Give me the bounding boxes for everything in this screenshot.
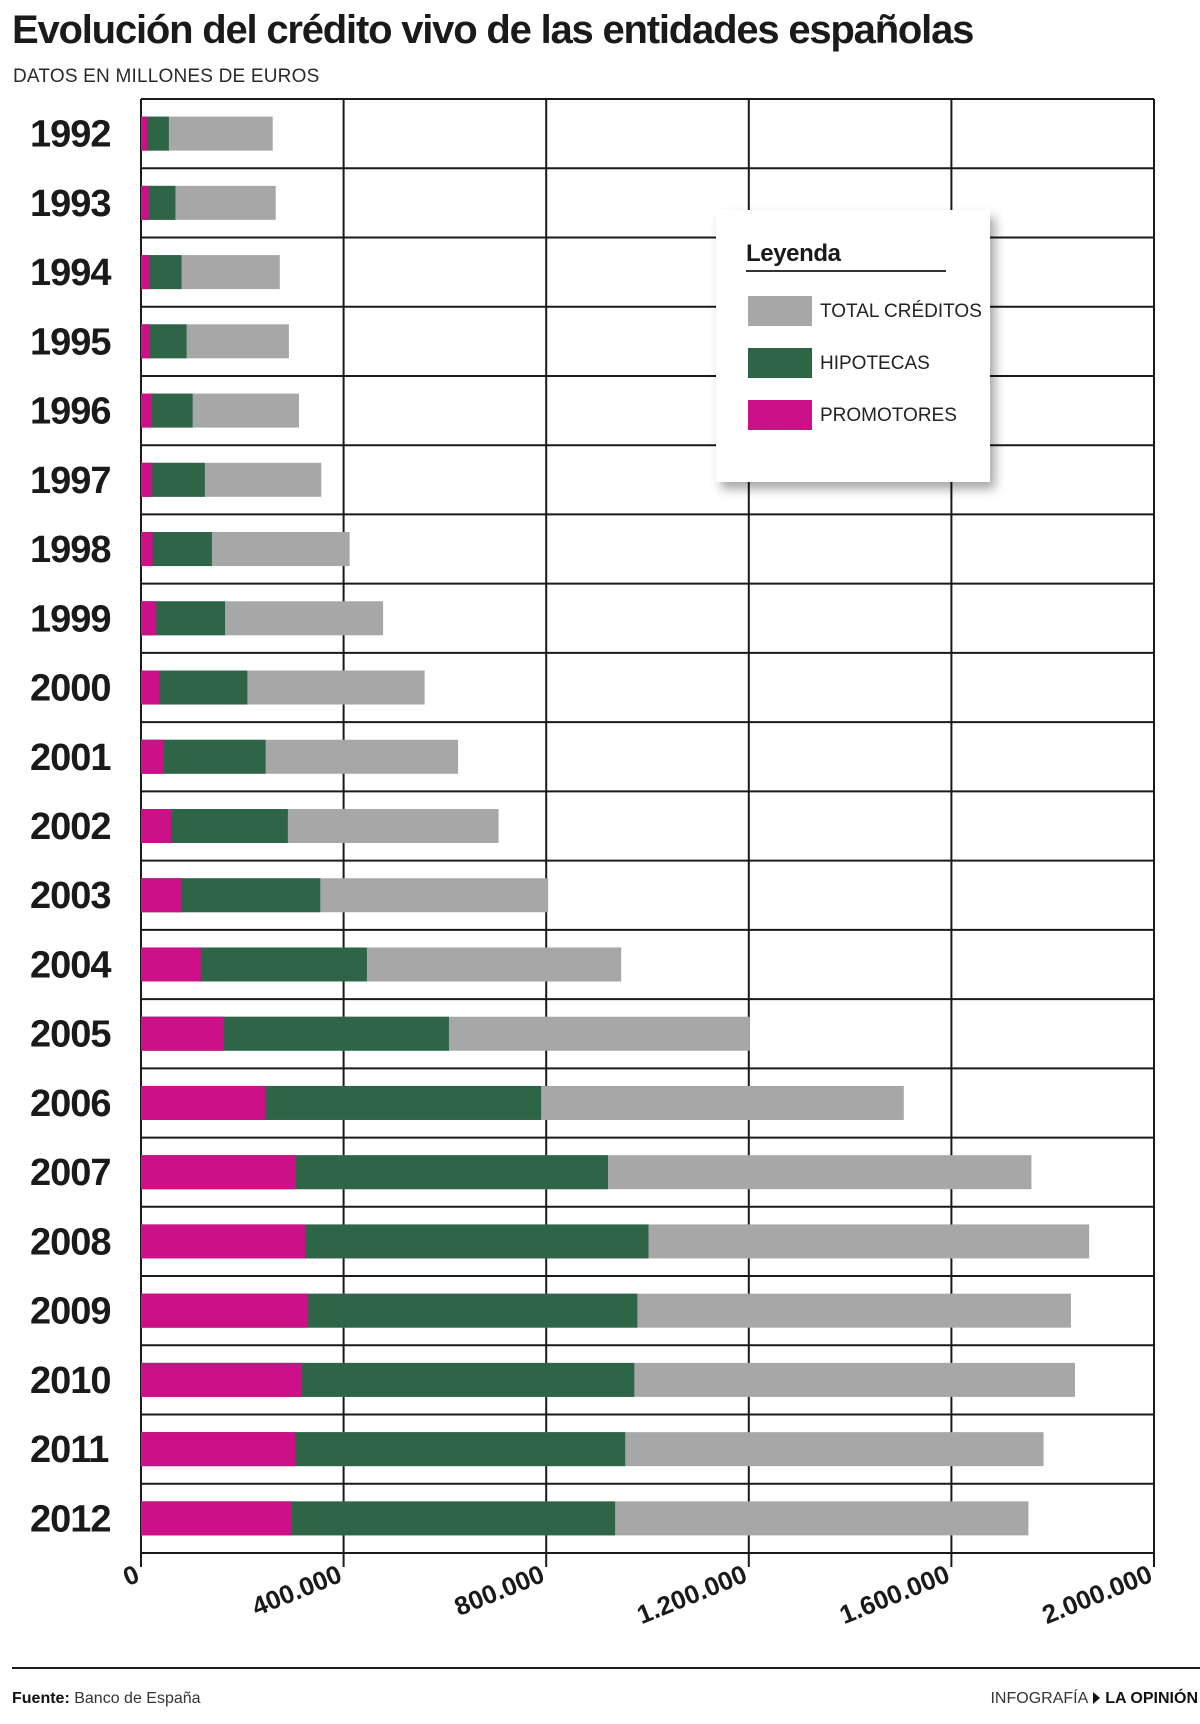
legend-box: Leyenda TOTAL CRÉDITOS HIPOTECAS PROMOTO… <box>716 210 990 482</box>
bar-promotores-1995 <box>141 324 151 359</box>
legend-label-total: TOTAL CRÉDITOS <box>820 301 982 322</box>
year-label-1994: 1994 <box>30 252 111 294</box>
year-label-1999: 1999 <box>30 598 111 640</box>
year-label-1998: 1998 <box>30 529 111 571</box>
x-tick-labels: 0 400.000 800.000 1.200.000 1.600.000 2.000.0… <box>119 1559 1157 1630</box>
chart-title: Evolución del crédito vivo de las entida… <box>12 8 974 52</box>
year-label-2006: 2006 <box>30 1083 111 1125</box>
x-tick-label-3: 1.200.000 <box>633 1559 751 1630</box>
year-label-2001: 2001 <box>30 737 111 779</box>
bar-promotores-2012 <box>141 1501 292 1536</box>
x-tick-label-5: 2.000.000 <box>1038 1559 1156 1630</box>
year-label-2008: 2008 <box>30 1221 111 1263</box>
bar-promotores-1998 <box>141 532 153 567</box>
bar-promotores-2001 <box>141 739 164 774</box>
year-label-2005: 2005 <box>30 1014 111 1056</box>
bar-promotores-2006 <box>141 1085 266 1120</box>
bar-promotores-2009 <box>141 1293 309 1328</box>
year-label-1996: 1996 <box>30 391 111 433</box>
legend-swatch-hipotecas <box>748 348 812 378</box>
bar-promotores-2011 <box>141 1432 295 1467</box>
legend-label-hipotecas: HIPOTECAS <box>820 353 930 374</box>
year-label-2004: 2004 <box>30 944 111 986</box>
year-labels: 1992 1993 1994 1995 1996 1997 1998 1999 2000 2001… <box>30 114 112 1541</box>
credit-brand: LA OPINIÓN <box>1105 1690 1198 1707</box>
year-label-2003: 2003 <box>30 875 111 917</box>
year-label-2007: 2007 <box>30 1152 111 1194</box>
year-label-2002: 2002 <box>30 806 111 848</box>
x-tick-label-4: 1.600.000 <box>835 1559 953 1630</box>
source-value: Banco de España <box>74 1690 201 1707</box>
bar-promotores-1997 <box>141 462 153 497</box>
credit-label: INFOGRAFÍA <box>990 1690 1089 1707</box>
bar-promotores-2002 <box>141 809 172 843</box>
bar-promotores-2010 <box>141 1362 303 1397</box>
x-tick-label-0: 0 <box>119 1559 144 1592</box>
legend-swatch-promotores <box>748 400 812 430</box>
chart-subtitle: DATOS EN MILLONES DE EUROS <box>13 66 320 87</box>
bar-hipotecas-1998 <box>141 532 212 567</box>
bar-promotores-1994 <box>141 255 150 290</box>
bar-promotores-1996 <box>141 393 152 428</box>
bar-promotores-2005 <box>141 1016 224 1051</box>
legend-swatch-total <box>748 296 812 326</box>
arrow-right-icon <box>1093 1692 1101 1704</box>
year-label-1995: 1995 <box>30 321 111 363</box>
year-label-2011: 2011 <box>30 1429 109 1471</box>
bar-promotores-2004 <box>141 947 201 982</box>
x-tick-label-1: 400.000 <box>247 1559 345 1622</box>
bars <box>141 116 1090 1536</box>
source-note: Fuente: Banco de España <box>12 1690 201 1708</box>
legend-divider <box>746 270 946 272</box>
year-label-1992: 1992 <box>30 114 111 156</box>
legend-label-promotores: PROMOTORES <box>820 405 957 426</box>
year-label-1997: 1997 <box>30 460 111 502</box>
bar-promotores-1999 <box>141 601 157 636</box>
year-label-1993: 1993 <box>30 183 111 225</box>
x-tick-label-2: 800.000 <box>450 1559 548 1622</box>
year-label-2010: 2010 <box>30 1360 111 1402</box>
year-label-2012: 2012 <box>30 1498 111 1540</box>
bar-promotores-2007 <box>141 1155 296 1190</box>
footer-divider <box>12 1667 1200 1669</box>
bar-promotores-2003 <box>141 878 182 913</box>
legend-title: Leyenda <box>746 240 841 267</box>
credit-note: INFOGRAFÍA LA OPINIÓN <box>990 1690 1198 1708</box>
year-label-2000: 2000 <box>30 668 111 710</box>
bar-promotores-1992 <box>141 116 148 151</box>
source-label: Fuente: <box>12 1690 70 1707</box>
year-label-2009: 2009 <box>30 1291 111 1333</box>
bar-promotores-2008 <box>141 1224 306 1259</box>
bar-promotores-1993 <box>141 185 149 220</box>
bar-promotores-2000 <box>141 670 160 705</box>
